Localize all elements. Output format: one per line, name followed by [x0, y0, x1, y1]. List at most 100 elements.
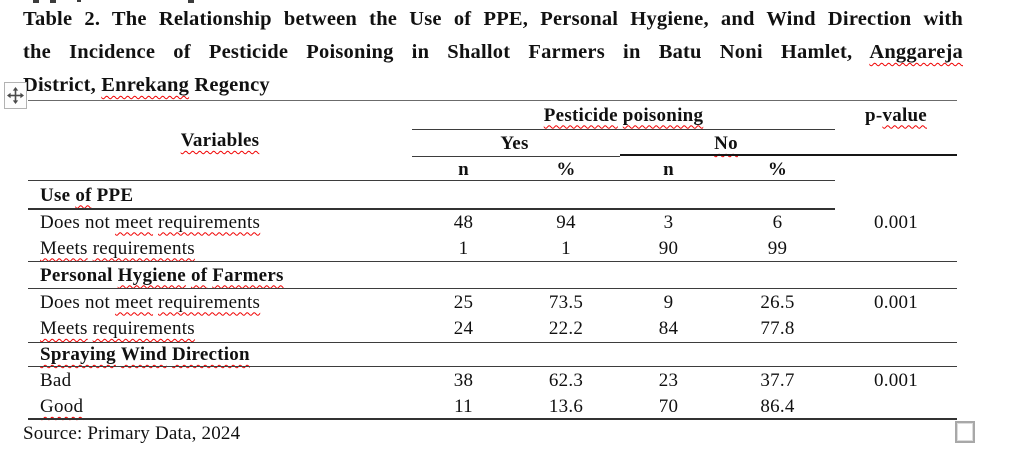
source-note: Source: Primary Data, 2024	[23, 423, 241, 444]
text-run: %	[556, 158, 576, 180]
table-border-bottom	[28, 418, 957, 420]
misspelled-text: Good	[40, 396, 84, 417]
row-label: Bad	[28, 367, 412, 394]
data-table: Variables Pesticide poisoning p-value Ye…	[28, 100, 957, 420]
misspelled-text: Wind	[120, 344, 167, 365]
text-run: Regency	[189, 74, 270, 96]
table-border-line	[28, 180, 835, 181]
text-run: Does not	[40, 211, 116, 233]
table-border-line	[28, 261, 957, 262]
text-run: n	[663, 158, 674, 180]
table-caption-line-3: District, Enrekang Regency	[23, 69, 963, 102]
misspelled-text: Direction	[172, 344, 250, 365]
cell-p-value: 0.001	[874, 211, 918, 233]
cell-no-n: 9	[663, 291, 674, 313]
group-row-label: Use of PPE	[28, 181, 957, 209]
misspelled-text: poisoning	[622, 104, 704, 126]
text-run: Table 2. The Relationship between the Us…	[23, 8, 963, 30]
cell-p-value: 0.001	[874, 370, 918, 391]
table-border-line	[412, 156, 620, 157]
cell-no-pct: 37.7	[760, 370, 795, 391]
table-border-line	[28, 342, 957, 343]
text-run: Personal	[40, 264, 118, 286]
cell-no-n: 90	[658, 237, 679, 259]
cell-yes-pct: 62.3	[548, 370, 584, 391]
misspelled-text: Farmers	[212, 264, 284, 286]
column-header-no-pct: %	[720, 157, 835, 181]
row-label: Meets requirements	[28, 315, 412, 342]
cell-yes-n: 1	[458, 237, 469, 259]
misspelled-text: of	[190, 264, 208, 286]
misspelled-text: Variables	[180, 130, 260, 151]
move-arrows-icon	[7, 87, 24, 104]
column-header-no-n: n	[617, 157, 720, 181]
misspelled-text: of	[75, 184, 92, 206]
text-run: n	[458, 158, 469, 180]
cell-no-pct: 99	[767, 237, 788, 259]
misspelled-text: Anggareja	[869, 41, 963, 63]
column-header-yes-n: n	[412, 157, 515, 181]
text-run: District,	[23, 74, 102, 96]
text-run: Bad	[40, 370, 72, 391]
cell-yes-pct: 22.2	[548, 318, 584, 339]
row-label: Does not meet requirements	[28, 289, 412, 315]
row-label: Meets requirements	[28, 235, 412, 261]
column-header-yes-pct: %	[515, 157, 617, 181]
table-border-line	[28, 366, 957, 367]
cell-no-pct: 77.8	[760, 318, 795, 339]
column-header-yes: Yes	[412, 130, 617, 157]
misspelled-text: meet	[115, 291, 154, 313]
cell-no-pct: 26.5	[760, 291, 795, 313]
table-move-handle-icon[interactable]	[4, 82, 27, 109]
table-border-line	[620, 154, 957, 156]
misspelled-text: meet	[115, 211, 154, 233]
text-run: Use	[40, 184, 76, 206]
misspelled-text: requirements	[92, 237, 195, 259]
misspelled-text: requirements	[158, 211, 261, 233]
cell-p-value: 0.001	[874, 291, 918, 313]
misspelled-text: Hygiene	[117, 264, 186, 286]
misspelled-text: requirements	[92, 318, 195, 339]
clipped-text-artifact	[33, 0, 39, 3]
text-run: Yes	[500, 133, 529, 154]
row-label: Does not meet requirements	[28, 209, 412, 235]
misspelled-text: No	[714, 133, 738, 154]
cell-no-pct: 86.4	[760, 396, 795, 417]
cell-yes-n: 48	[453, 211, 474, 233]
cell-no-n: 84	[658, 318, 679, 339]
clipped-text-artifact	[77, 0, 81, 2]
table-caption: Table 2. The Relationship between the Us…	[23, 3, 963, 102]
cell-yes-n: 24	[453, 318, 474, 339]
table-caption-line-2: the Incidence of Pesticide Poisoning in …	[23, 36, 963, 69]
table-resize-handle[interactable]	[955, 421, 975, 443]
cell-no-pct: 6	[772, 211, 783, 233]
group-row-label: Personal Hygiene of Farmers	[28, 261, 957, 289]
text-run: PPE	[91, 184, 134, 206]
table-border-top	[28, 100, 957, 101]
misspelled-text: Meets	[40, 318, 88, 339]
text-run: the Incidence of Pesticide Poisoning in …	[23, 41, 870, 63]
cell-yes-pct: 73.5	[548, 291, 584, 313]
text-run: p-	[865, 104, 883, 126]
text-run: Does not	[40, 291, 116, 313]
row-label: Good	[28, 394, 412, 419]
table-border-line	[412, 129, 835, 130]
text-run: %	[767, 158, 788, 180]
clipped-text-artifact	[50, 0, 56, 3]
misspelled-text: Pesticide	[543, 104, 618, 126]
column-header-pesticide-poisoning: Pesticide poisoning	[412, 100, 835, 130]
cell-yes-pct: 94	[556, 211, 576, 233]
cell-no-n: 70	[658, 396, 679, 417]
misspelled-text: Spraying	[40, 344, 116, 365]
cell-no-n: 3	[663, 211, 674, 233]
table-grid: Variables Pesticide poisoning p-value Ye…	[28, 100, 957, 419]
cell-yes-n: 11	[454, 396, 473, 417]
cell-yes-n: 25	[453, 291, 474, 313]
table-border-line	[28, 208, 835, 210]
cell-no-n: 23	[658, 370, 679, 391]
cell-yes-pct: 13.6	[548, 396, 584, 417]
table-caption-line-1: Table 2. The Relationship between the Us…	[23, 3, 963, 36]
cell-yes-pct: 1	[561, 237, 571, 259]
column-header-p-value: p-value	[835, 100, 957, 130]
